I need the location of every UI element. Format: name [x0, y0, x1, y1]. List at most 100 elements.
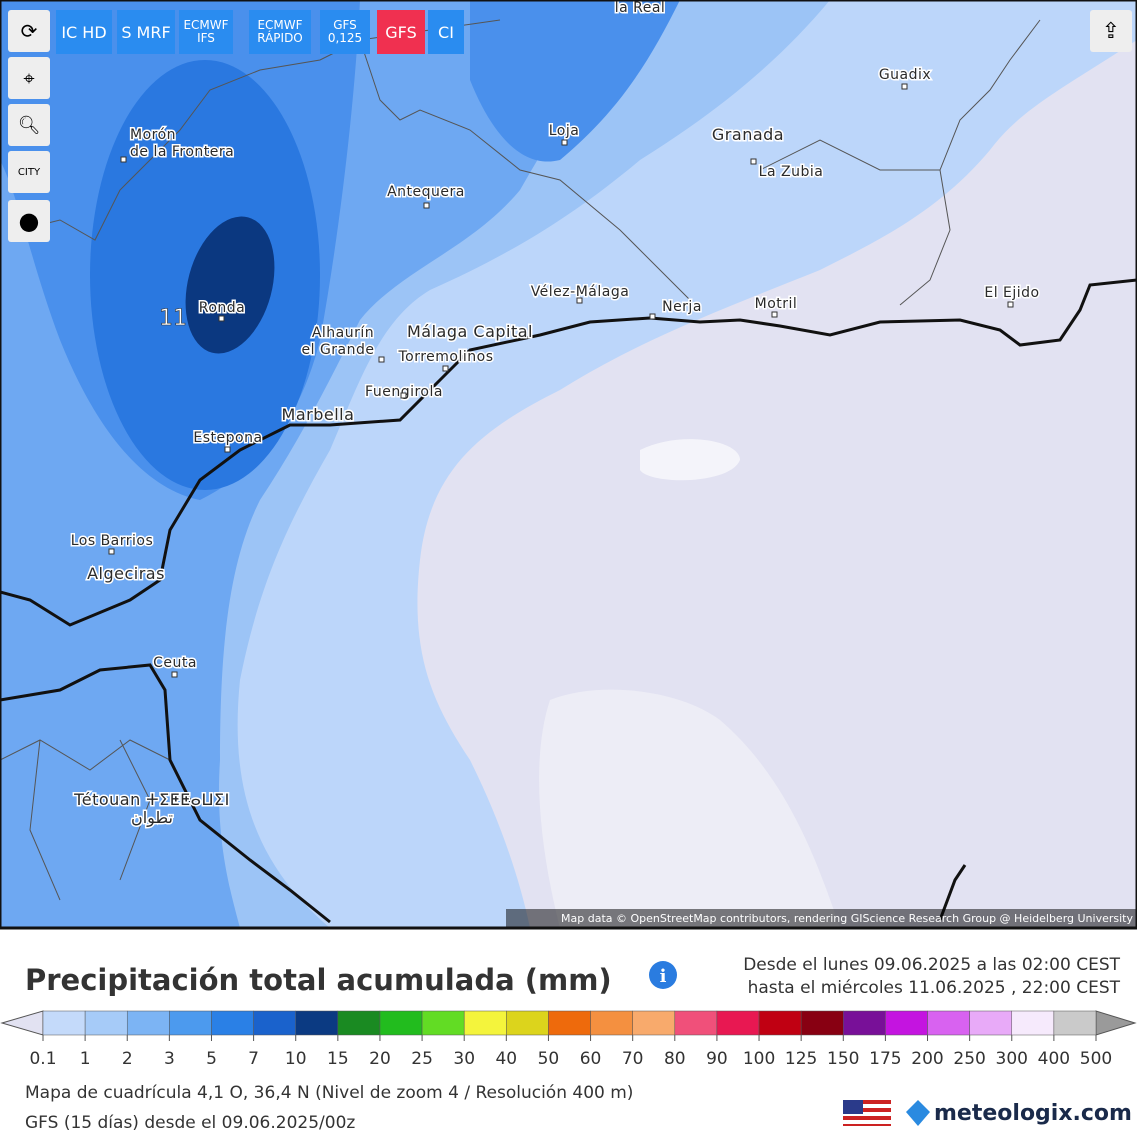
- city-label: Algeciras: [87, 564, 165, 583]
- colorbar-segment: [885, 1010, 928, 1036]
- precip-area: [470, 0, 680, 162]
- city-label: Nerja: [662, 299, 702, 315]
- model-button[interactable]: IC HD: [56, 10, 112, 54]
- city-label: de la Frontera: [130, 144, 234, 160]
- info-icon-glyph: i: [660, 966, 667, 987]
- model-button[interactable]: CI: [428, 10, 464, 54]
- colorbar-tick-label: 150: [827, 1049, 859, 1069]
- precip-max: [185, 216, 275, 354]
- colorbar-tick-label: 2: [122, 1049, 133, 1069]
- colorbar-under: [0, 1010, 44, 1036]
- colorbar-segment: [169, 1010, 212, 1036]
- coastline: [0, 278, 1137, 627]
- grid-info: Mapa de cuadrícula 4,1 O, 36,4 N (Nivel …: [25, 1083, 633, 1103]
- model-button[interactable]: ECMWF RÁPIDO: [249, 10, 311, 54]
- max-value-label: 11: [159, 306, 187, 331]
- zoom-button[interactable]: 🔍︎: [8, 104, 50, 146]
- city-label: Morón: [130, 127, 176, 143]
- city-label: Motril: [755, 296, 798, 312]
- colorbar-tick-label: 10: [285, 1049, 307, 1069]
- colorbar-segment: [843, 1010, 886, 1036]
- city-label: Alhaurín: [312, 325, 374, 341]
- map: la Real Guadix Morón de la Frontera Loja…: [0, 0, 1137, 930]
- model-button[interactable]: ECMWF IFS: [179, 10, 233, 54]
- period-start: Desde el lunes 09.06.2025 a las 02:00 CE…: [743, 955, 1120, 975]
- period-end: hasta el miércoles 11.06.2025 , 22:00 CE…: [748, 978, 1121, 998]
- model-button[interactable]: S MRF: [117, 10, 175, 54]
- colorbar-tick-label: 90: [706, 1049, 728, 1069]
- info-icon[interactable]: [649, 961, 677, 989]
- colorbar-segment: [969, 1010, 1013, 1036]
- colorbar-tick-label: 0.1: [29, 1049, 56, 1069]
- city-toggle[interactable]: CITY: [8, 151, 50, 193]
- colorbar-tick-label: 25: [411, 1049, 433, 1069]
- model-button[interactable]: GFS: [377, 10, 425, 54]
- model-info: GFS (15 días) desde el 09.06.2025/00z: [25, 1113, 355, 1132]
- city-label: La Zubia: [759, 164, 824, 180]
- share-button[interactable]: ⇪: [1090, 10, 1132, 52]
- colorbar-segment: [295, 1010, 339, 1036]
- coastline: [0, 663, 967, 924]
- colorbar-segment: [42, 1010, 86, 1036]
- colorbar-tick-label: 400: [1038, 1049, 1070, 1069]
- dry-patch: [539, 689, 840, 928]
- attribution: Map data © OpenStreetMap contributors, r…: [561, 912, 1133, 925]
- city-label: Ceuta: [153, 655, 197, 671]
- brand[interactable]: meteologix.com: [934, 1101, 1132, 1126]
- colorbar-tick-label: 5: [206, 1049, 217, 1069]
- city-label: Vélez-Málaga: [531, 284, 630, 300]
- reload-button[interactable]: ⟳: [8, 10, 50, 52]
- colorbar-segment: [463, 1010, 507, 1036]
- colorbar-tick-label: 500: [1080, 1049, 1112, 1069]
- colorbar-tick-label: 1: [80, 1049, 91, 1069]
- borders: [0, 19, 1041, 901]
- dry-patch: [640, 439, 740, 481]
- colorbar-tick-label: 80: [664, 1049, 686, 1069]
- colorbar-tick-label: 50: [538, 1049, 560, 1069]
- colorbar-tick-label: 175: [869, 1049, 901, 1069]
- city-label: el Grande: [301, 342, 374, 358]
- city-label: Marbella: [282, 405, 355, 424]
- colorbar-segment: [253, 1010, 296, 1036]
- city-label: Guadix: [879, 67, 931, 83]
- city-label: Torremolinos: [397, 349, 493, 365]
- city-label: Ronda: [199, 300, 246, 316]
- colorbar-segment: [632, 1010, 676, 1036]
- city-label: la Real: [615, 0, 666, 16]
- city-label: Estepona: [193, 430, 262, 446]
- city-labels: la Real Guadix Morón de la Frontera Loja…: [69, 0, 1040, 830]
- colorbar-segment: [506, 1010, 549, 1036]
- city-label: Antequera: [387, 184, 465, 200]
- colorbar-segment: [1011, 1010, 1055, 1036]
- colorbar-tick-label: 70: [622, 1049, 644, 1069]
- colorbar-tick-label: 300: [996, 1049, 1028, 1069]
- colorbar-segment: [211, 1010, 254, 1036]
- point-button[interactable]: ●: [8, 200, 50, 242]
- colorbar-segment: [590, 1010, 633, 1036]
- colorbar-tick-label: 15: [327, 1049, 349, 1069]
- colorbar-segment: [548, 1010, 591, 1036]
- city-label: Fuengirola: [365, 384, 443, 400]
- legend-title: Precipitación total acumulada (mm): [25, 963, 612, 997]
- colorbar-tick-label: 125: [785, 1049, 817, 1069]
- brand-logo: [906, 1100, 930, 1126]
- model-button[interactable]: GFS 0,125: [320, 10, 370, 54]
- colorbar-segment: [379, 1010, 423, 1036]
- flag[interactable]: [843, 1100, 891, 1126]
- attribution-bg: [506, 909, 1137, 928]
- colorbar-tick-label: 250: [953, 1049, 985, 1069]
- colorbar-segment: [126, 1010, 170, 1036]
- map-frame: [0, 0, 1137, 930]
- colorbar-tick-label: 7: [248, 1049, 259, 1069]
- colorbar-tick-label: 60: [580, 1049, 602, 1069]
- colorbar-tick-label: 100: [743, 1049, 775, 1069]
- colorbar-tick-label: 200: [911, 1049, 943, 1069]
- colorbar-tick-label: 3: [164, 1049, 175, 1069]
- city-label: Granada: [712, 125, 784, 144]
- colorbar-segment: [716, 1010, 760, 1036]
- colorbar-tick-label: 20: [369, 1049, 391, 1069]
- location-button[interactable]: ⌖: [8, 57, 50, 99]
